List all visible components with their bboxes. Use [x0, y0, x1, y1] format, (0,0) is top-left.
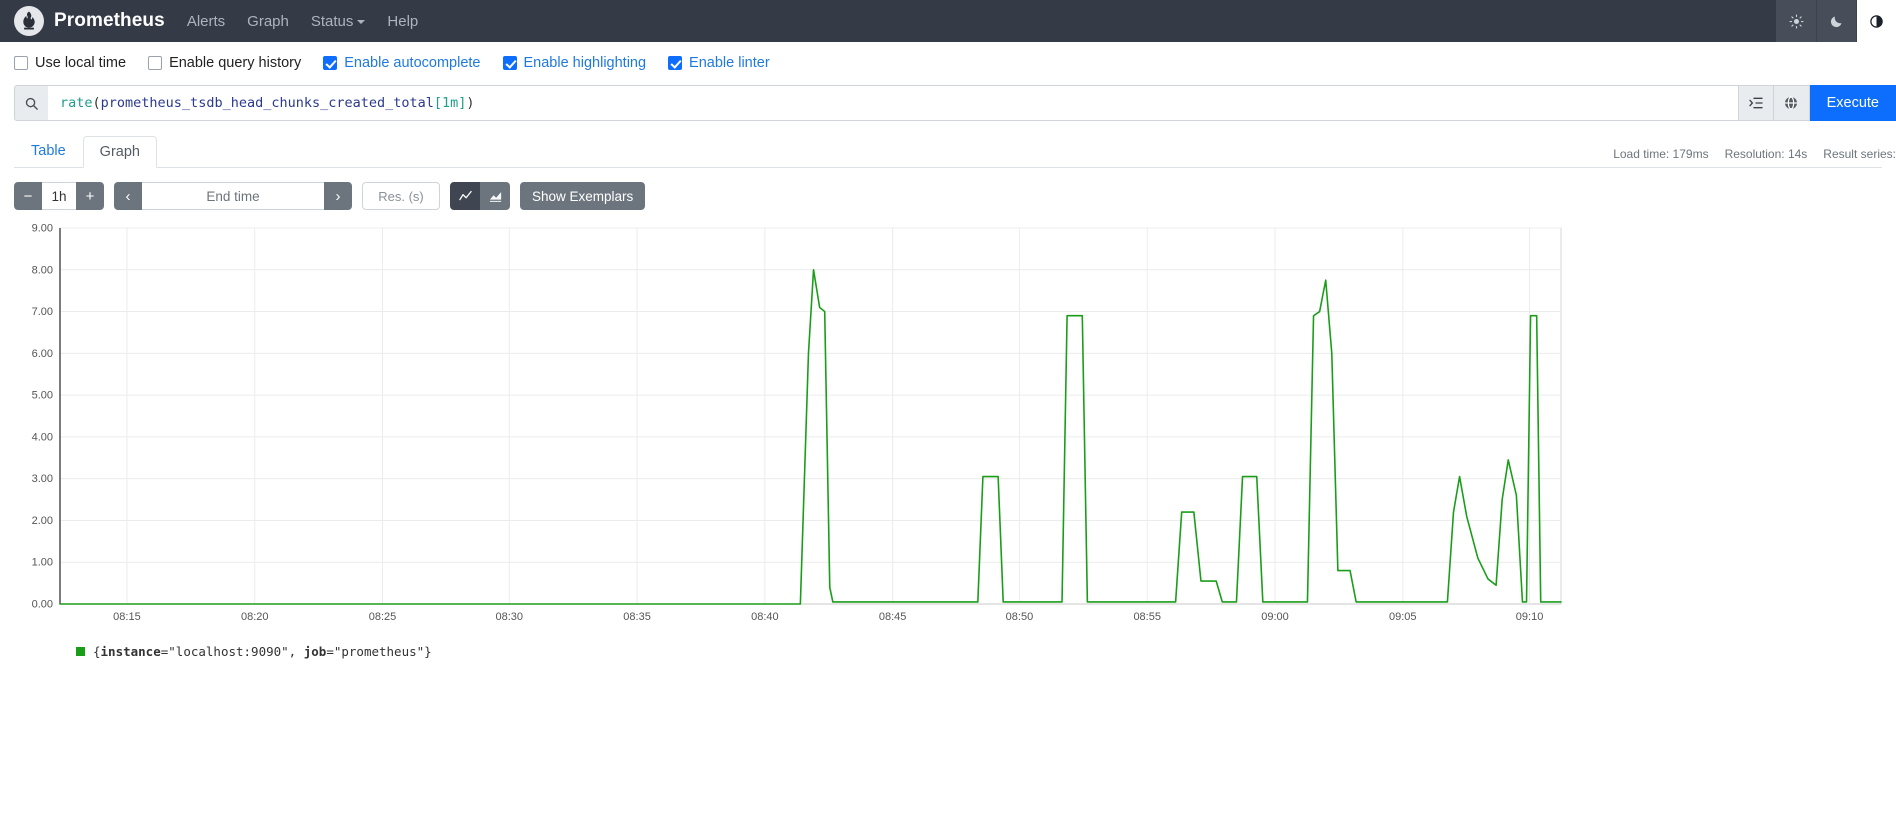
nav-links: Alerts Graph Status Help — [187, 13, 418, 30]
increase-range-button[interactable]: + — [76, 182, 104, 210]
svg-text:08:20: 08:20 — [241, 611, 269, 623]
option-enable-linter-label: Enable linter — [689, 55, 770, 71]
checkbox-enable-query-history[interactable] — [148, 56, 163, 70]
resolution-input[interactable]: Res. (s) — [362, 182, 440, 210]
svg-text:7.00: 7.00 — [32, 306, 53, 318]
svg-text:09:05: 09:05 — [1389, 611, 1417, 623]
sun-icon — [1788, 13, 1804, 29]
end-time-picker: ‹ End time › — [114, 182, 352, 210]
svg-text:2.00: 2.00 — [32, 515, 53, 527]
stat-result-series: Result series: — [1823, 147, 1896, 161]
theme-dark-button[interactable] — [1816, 0, 1856, 42]
query-token-metric: prometheus_tsdb_head_chunks_created_tota… — [100, 95, 434, 111]
tab-table[interactable]: Table — [31, 142, 66, 159]
option-enable-query-history-label: Enable query history — [169, 55, 302, 71]
svg-text:8.00: 8.00 — [32, 264, 53, 276]
chevron-down-icon — [357, 20, 366, 24]
moon-icon — [1830, 16, 1842, 27]
search-icon — [14, 85, 48, 121]
svg-text:3.00: 3.00 — [32, 473, 53, 485]
format-list-icon[interactable] — [1737, 85, 1774, 121]
range-value[interactable]: 1h — [42, 182, 76, 210]
graph-controls: − 1h + ‹ End time › Res. (s) Show Exempl… — [0, 168, 1896, 210]
checkbox-enable-highlighting[interactable] — [502, 56, 517, 70]
nav-link-graph-label: Graph — [247, 12, 289, 30]
option-enable-autocomplete-label: Enable autocomplete — [344, 55, 481, 71]
nav-link-alerts-label: Alerts — [186, 12, 226, 30]
svg-text:08:35: 08:35 — [623, 611, 651, 623]
brand-name: Prometheus — [54, 10, 165, 31]
chart-legend: {instance="localhost:9090", job="prometh… — [14, 630, 1882, 659]
prometheus-torch-icon — [14, 6, 44, 36]
options-row: Use local time Enable query history Enab… — [0, 42, 1896, 83]
theme-auto-button[interactable] — [1856, 0, 1896, 42]
option-enable-highlighting[interactable]: Enable highlighting — [502, 55, 647, 71]
checkbox-use-local-time[interactable] — [14, 56, 28, 70]
svg-text:08:30: 08:30 — [496, 611, 524, 623]
chart-type-toggle — [450, 182, 510, 210]
theme-light-button[interactable] — [1776, 0, 1816, 42]
query-token-close-paren: ) — [466, 95, 475, 111]
nav-link-graph[interactable]: Graph — [247, 13, 289, 30]
tabs-section: Table Graph Load time: 179ms Resolution:… — [0, 135, 1896, 168]
chart-container[interactable]: 0.00 1.00 2.00 3.00 4.00 5.00 6.00 7.00 8.00 9.00… — [14, 220, 1882, 630]
query-stats: Load time: 179ms Resolution: 14s Result … — [1613, 147, 1896, 161]
next-time-button[interactable]: › — [324, 182, 352, 210]
svg-text:08:45: 08:45 — [879, 611, 907, 623]
legend-color-swatch — [76, 647, 85, 656]
query-bar: rate(prometheus_tsdb_head_chunks_created… — [0, 85, 1896, 121]
execute-button[interactable]: Execute — [1809, 85, 1896, 121]
navbar: Prometheus Alerts Graph Status Help — [0, 0, 1896, 42]
end-time-input[interactable]: End time — [142, 182, 324, 210]
globe-icon[interactable] — [1773, 85, 1810, 121]
option-enable-query-history[interactable]: Enable query history — [148, 55, 301, 71]
svg-text:08:25: 08:25 — [369, 611, 397, 623]
line-chart-icon[interactable] — [450, 182, 480, 210]
tabs: Table Graph — [14, 135, 1882, 168]
query-input[interactable]: rate(prometheus_tsdb_head_chunks_created… — [48, 85, 1738, 121]
query-token-function: rate — [60, 95, 93, 111]
query-token-duration: [1m] — [433, 95, 467, 111]
svg-text:0.00: 0.00 — [32, 599, 53, 611]
nav-link-help[interactable]: Help — [387, 13, 418, 30]
previous-time-button[interactable]: ‹ — [114, 182, 142, 210]
chart-area: 0.00 1.00 2.00 3.00 4.00 5.00 6.00 7.00 8.00 9.00… — [0, 210, 1896, 659]
theme-toggle-group — [1776, 0, 1896, 42]
tab-graph[interactable]: Graph — [82, 135, 157, 168]
option-use-local-time-label: Use local time — [35, 55, 127, 71]
half-circle-icon — [1870, 14, 1883, 28]
svg-text:08:40: 08:40 — [751, 611, 779, 623]
decrease-range-button[interactable]: − — [14, 182, 42, 210]
stat-resolution: Resolution: 14s — [1724, 147, 1808, 161]
checkbox-enable-linter[interactable] — [668, 56, 683, 70]
stacked-area-chart-icon[interactable] — [480, 182, 510, 210]
show-exemplars-button[interactable]: Show Exemplars — [520, 182, 646, 210]
svg-text:6.00: 6.00 — [32, 348, 53, 360]
svg-text:5.00: 5.00 — [32, 390, 53, 402]
svg-text:09:00: 09:00 — [1261, 611, 1289, 623]
nav-link-status-label: Status — [310, 12, 354, 30]
svg-text:09:10: 09:10 — [1516, 611, 1544, 623]
query-token-open-paren: ( — [92, 95, 101, 111]
nav-link-help-label: Help — [387, 12, 419, 30]
svg-text:1.00: 1.00 — [32, 557, 53, 569]
checkbox-enable-autocomplete[interactable] — [323, 56, 338, 70]
svg-text:08:50: 08:50 — [1006, 611, 1034, 623]
stat-load-time: Load time: 179ms — [1613, 147, 1709, 161]
option-use-local-time[interactable]: Use local time — [14, 55, 126, 71]
option-enable-autocomplete[interactable]: Enable autocomplete — [323, 55, 481, 71]
range-stepper: − 1h + — [14, 182, 104, 210]
time-series-chart[interactable]: 0.00 1.00 2.00 3.00 4.00 5.00 6.00 7.00 8.00 9.00… — [14, 220, 1569, 630]
nav-link-alerts[interactable]: Alerts — [187, 13, 225, 30]
brand[interactable]: Prometheus — [14, 6, 165, 36]
svg-text:08:55: 08:55 — [1133, 611, 1161, 623]
svg-text:4.00: 4.00 — [32, 431, 53, 443]
option-enable-linter[interactable]: Enable linter — [668, 55, 770, 71]
option-enable-highlighting-label: Enable highlighting — [523, 55, 647, 71]
svg-text:9.00: 9.00 — [32, 223, 53, 235]
svg-text:08:15: 08:15 — [113, 611, 141, 623]
legend-series-label[interactable]: {instance="localhost:9090", job="prometh… — [93, 644, 432, 659]
nav-link-status[interactable]: Status — [311, 13, 366, 30]
